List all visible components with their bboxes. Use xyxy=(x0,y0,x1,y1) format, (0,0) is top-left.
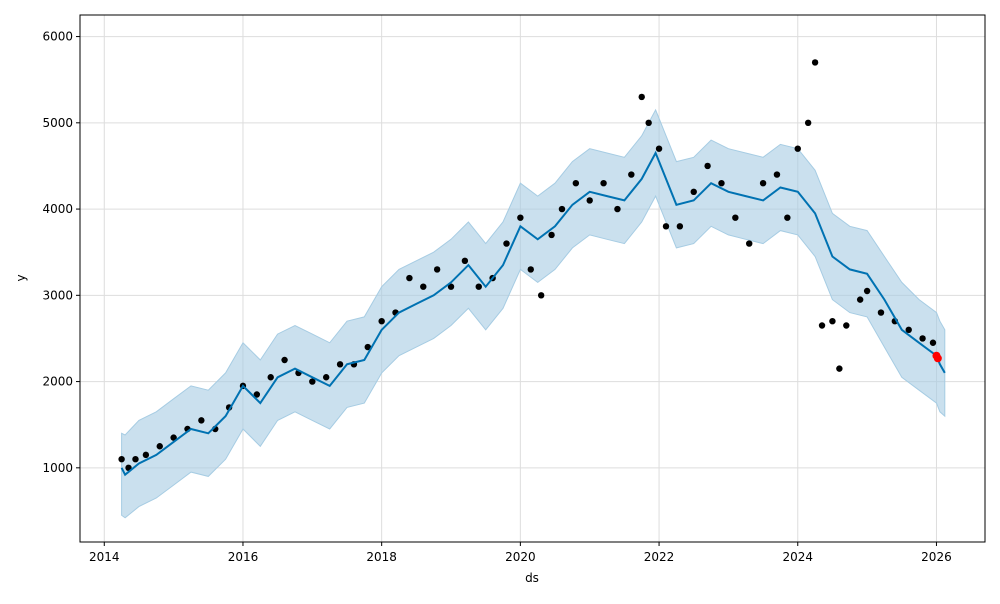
recent-point xyxy=(933,354,942,363)
observed-point xyxy=(537,292,545,299)
observed-point xyxy=(804,119,812,127)
observed-point xyxy=(118,455,125,463)
observed-point xyxy=(811,59,819,66)
observed-point xyxy=(558,205,566,213)
x-tick-label: 2022 xyxy=(644,550,675,564)
observed-point xyxy=(905,326,912,334)
observed-point xyxy=(253,391,261,398)
x-tick-label: 2026 xyxy=(921,550,952,564)
y-tick-label: 1000 xyxy=(42,461,73,475)
observed-point xyxy=(378,317,385,325)
observed-point xyxy=(281,356,288,364)
observed-point xyxy=(638,93,645,101)
observed-point xyxy=(863,287,871,295)
observed-point xyxy=(773,171,781,178)
x-tick-label: 2018 xyxy=(366,550,397,564)
forecast-line xyxy=(120,150,946,477)
observed-point xyxy=(628,171,635,178)
forecast-line-path xyxy=(120,150,946,477)
observed-point xyxy=(132,455,139,463)
observed-point xyxy=(818,322,826,329)
observed-point xyxy=(572,179,580,187)
observed-point xyxy=(829,317,836,325)
observed-point xyxy=(877,309,885,316)
observed-point xyxy=(433,266,441,273)
observed-point xyxy=(309,378,316,385)
observed-point xyxy=(503,240,510,247)
observed-point xyxy=(527,266,534,273)
observed-point xyxy=(676,223,684,230)
observed-point xyxy=(142,451,150,459)
observed-point xyxy=(517,214,524,221)
recent-points xyxy=(932,351,942,363)
observed-point xyxy=(929,339,937,346)
uncertainty-band xyxy=(121,108,946,519)
observed-point xyxy=(447,283,455,290)
x-tick-label: 2014 xyxy=(89,550,120,564)
x-tick-label: 2024 xyxy=(782,550,813,564)
observed-point xyxy=(614,205,621,213)
observed-point xyxy=(170,434,177,441)
observed-point xyxy=(655,145,663,152)
x-axis: 2014 2016 2018 2020 2022 2024 2026 xyxy=(89,542,952,564)
observed-point xyxy=(267,374,274,381)
observed-point xyxy=(856,296,864,303)
y-tick-label: 2000 xyxy=(42,375,73,389)
observed-point xyxy=(420,283,427,290)
observed-point xyxy=(645,119,652,127)
y-tick-label: 3000 xyxy=(42,288,73,302)
x-tick-label: 2020 xyxy=(505,550,536,564)
observed-point xyxy=(475,283,482,290)
observed-point xyxy=(586,197,593,204)
observed-point xyxy=(548,231,555,239)
observed-point xyxy=(461,257,469,265)
y-axis: 1000 2000 3000 4000 5000 6000 xyxy=(42,30,80,475)
observed-point xyxy=(759,179,767,187)
observed-point xyxy=(746,240,753,247)
observed-point xyxy=(322,374,330,381)
observed-point xyxy=(336,361,344,368)
observed-point xyxy=(836,365,843,372)
observed-point xyxy=(156,443,163,450)
observed-point xyxy=(784,214,791,221)
x-axis-label: ds xyxy=(525,571,539,585)
observed-point xyxy=(600,179,607,187)
observed-point xyxy=(794,145,801,152)
y-tick-label: 4000 xyxy=(42,202,73,216)
y-tick-label: 5000 xyxy=(42,116,73,130)
x-tick-label: 2016 xyxy=(228,550,259,564)
y-axis-label: y xyxy=(14,274,28,281)
observed-point xyxy=(919,335,926,342)
uncertainty-band-area xyxy=(121,108,946,519)
observed-point xyxy=(718,179,725,187)
y-tick-label: 6000 xyxy=(42,30,73,44)
observed-point xyxy=(732,214,739,221)
observed-point xyxy=(198,417,205,424)
observed-point xyxy=(690,188,697,196)
plot-frame xyxy=(79,14,986,543)
observed-point xyxy=(406,274,413,282)
observed-point xyxy=(364,343,371,351)
observed-point xyxy=(704,162,711,170)
observed-points xyxy=(118,59,937,472)
observed-point xyxy=(843,322,850,329)
observed-point xyxy=(662,223,670,230)
